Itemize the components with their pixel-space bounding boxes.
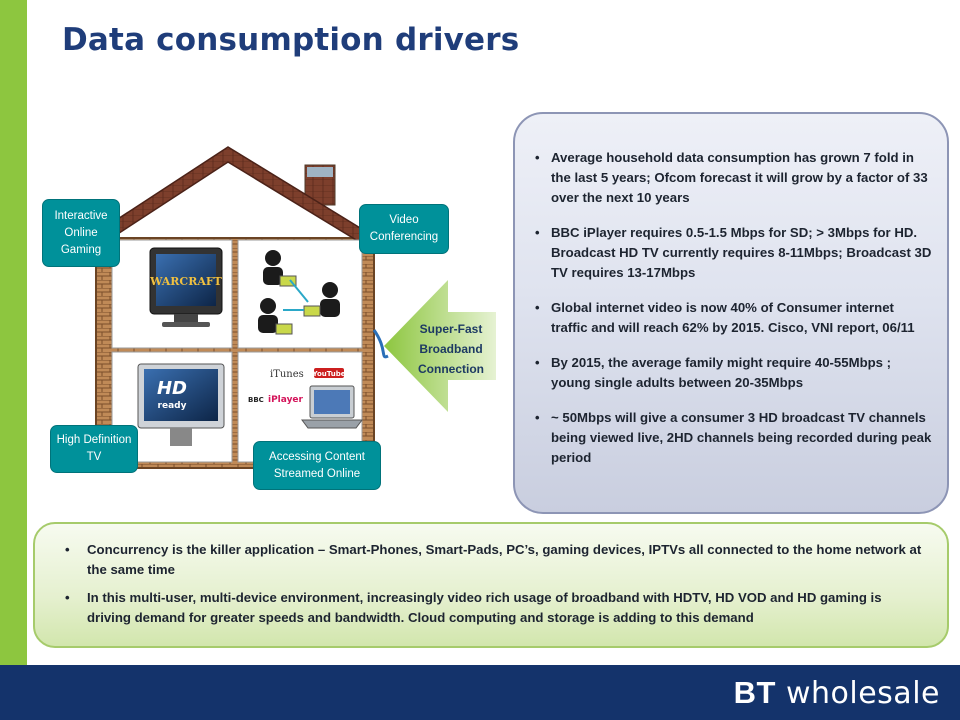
list-item: By 2015, the average family might requir…: [535, 353, 933, 393]
slide-title: Data consumption drivers: [62, 22, 520, 58]
svg-text:ready: ready: [158, 401, 187, 411]
svg-text:BBC: BBC: [248, 396, 264, 404]
video-conferencing-label: Video Conferencing: [359, 204, 449, 254]
streaming-services-icon: iTunes YouTube BBC iPlayer: [248, 368, 363, 429]
concurrency-bullet-list: Concurrency is the killer application – …: [35, 524, 947, 628]
list-item: Concurrency is the killer application – …: [65, 540, 923, 580]
streaming-content-label: Accessing Content Streamed Online: [253, 441, 381, 490]
broadband-arrow-icon: [384, 280, 496, 412]
left-accent-bar: [0, 0, 27, 665]
list-item: ~ 50Mbps will give a consumer 3 HD broad…: [535, 408, 933, 468]
list-item: Average household data consumption has g…: [535, 148, 933, 208]
hd-tv-label: High Definition TV: [50, 425, 138, 473]
svg-text:HD: HD: [157, 378, 187, 399]
stats-bullet-list: Average household data consumption has g…: [515, 114, 947, 468]
footer-bar: [0, 665, 960, 720]
game-logo-text: WARCRAFT: [149, 275, 223, 288]
list-item: In this multi-user, multi-device environ…: [65, 588, 923, 628]
broadband-connection-label: Super-Fast Broadband Connection: [418, 322, 484, 376]
game-monitor-icon: WARCRAFT: [149, 247, 223, 327]
svg-text:iTunes: iTunes: [270, 369, 304, 380]
list-item: BBC iPlayer requires 0.5-1.5 Mbps for SD…: [535, 223, 933, 283]
household-stats-panel: Average household data consumption has g…: [513, 112, 949, 514]
brand-suffix: wholesale: [785, 676, 940, 711]
brand-prefix: BT: [733, 675, 776, 710]
interactive-gaming-label: Interactive Online Gaming: [42, 199, 120, 267]
svg-text:iPlayer: iPlayer: [268, 395, 304, 405]
list-item: Global internet video is now 40% of Cons…: [535, 298, 933, 338]
house-illustration: WARCRAFT HD ready iTunes YouTube BBC iPl…: [76, 146, 390, 469]
bt-wholesale-logo: BT wholesale: [734, 675, 940, 711]
concurrency-panel: Concurrency is the killer application – …: [33, 522, 949, 648]
hd-tv-icon: HD ready: [137, 363, 225, 446]
svg-text:YouTube: YouTube: [312, 370, 346, 378]
video-conference-icon: [258, 250, 340, 335]
